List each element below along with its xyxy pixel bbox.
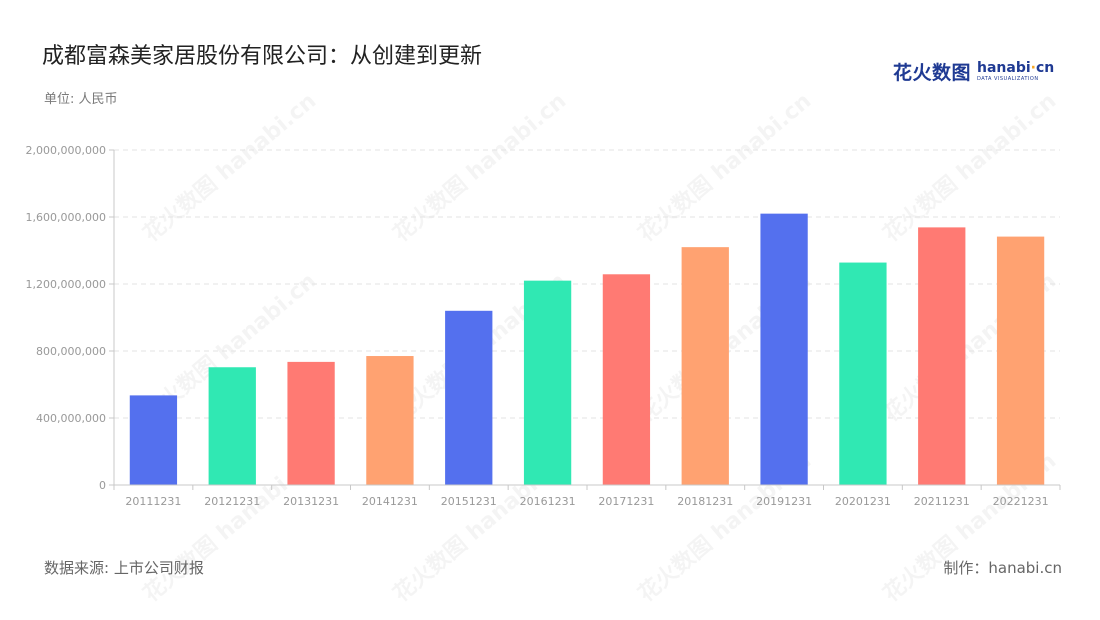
bar-20221231 [996,236,1045,485]
x-tick-label: 20181231 [677,495,733,508]
logo-subtitle: DATA VISUALIZATION [977,76,1039,82]
axes [113,150,1060,486]
x-tick-label: 20211231 [914,495,970,508]
bar-20211231 [918,227,966,485]
logo-en-text: hanabi·cn [977,60,1055,76]
x-tick-label: 20151231 [441,495,497,508]
x-tick-label: 20121231 [204,495,260,508]
bar-20151231 [445,310,493,485]
bar-20191231 [760,213,808,485]
x-tick-label: 20161231 [520,495,576,508]
data-source: 数据来源: 上市公司财报 [44,559,204,577]
bar-20201231 [839,262,887,485]
y-axis-ticks: 0 400,000,000 800,000,000 1,200,000,000 1,60… [26,144,114,492]
bar-20111231 [129,395,178,485]
logo-en-block: hanabi·cn DATA VISUALIZATION [977,61,1054,82]
bar-20131231 [287,361,335,485]
credit-text: 制作：hanabi.cn [943,559,1062,577]
x-tick-label: 20221231 [993,495,1049,508]
bar-20181231 [681,247,729,485]
x-tick-label: 20111231 [125,495,181,508]
logo-cn-text: 花火数图 [893,62,972,84]
y-tick-label: 2,000,000,000 [26,144,106,157]
x-tick-label: 20191231 [756,495,812,508]
bar-20161231 [523,280,572,485]
hanabi-logo: 花火数图 hanabi·cn DATA VISUALIZATION [893,58,1054,85]
bar-20171231 [602,274,651,485]
y-tick-label: 400,000,000 [36,412,106,425]
x-axis-ticks: 20111231 20121231 20131231 20141231 20151231… [113,485,1061,508]
grid-lines [114,149,1060,419]
chart-title: 成都富森美家居股份有限公司：从创建到更新 [42,44,483,69]
bars [129,213,1045,485]
y-tick-label: 800,000,000 [36,345,106,358]
bar-20121231 [208,367,256,485]
x-tick-label: 20171231 [598,495,654,508]
y-tick-label: 1,600,000,000 [26,211,106,224]
y-tick-label: 1,200,000,000 [26,278,106,291]
x-tick-label: 20201231 [835,495,891,508]
y-tick-label: 0 [99,479,106,492]
unit-label: 单位: 人民币 [44,92,118,107]
x-tick-label: 20131231 [283,495,339,508]
bar-20141231 [366,356,414,485]
x-tick-label: 20141231 [362,495,418,508]
